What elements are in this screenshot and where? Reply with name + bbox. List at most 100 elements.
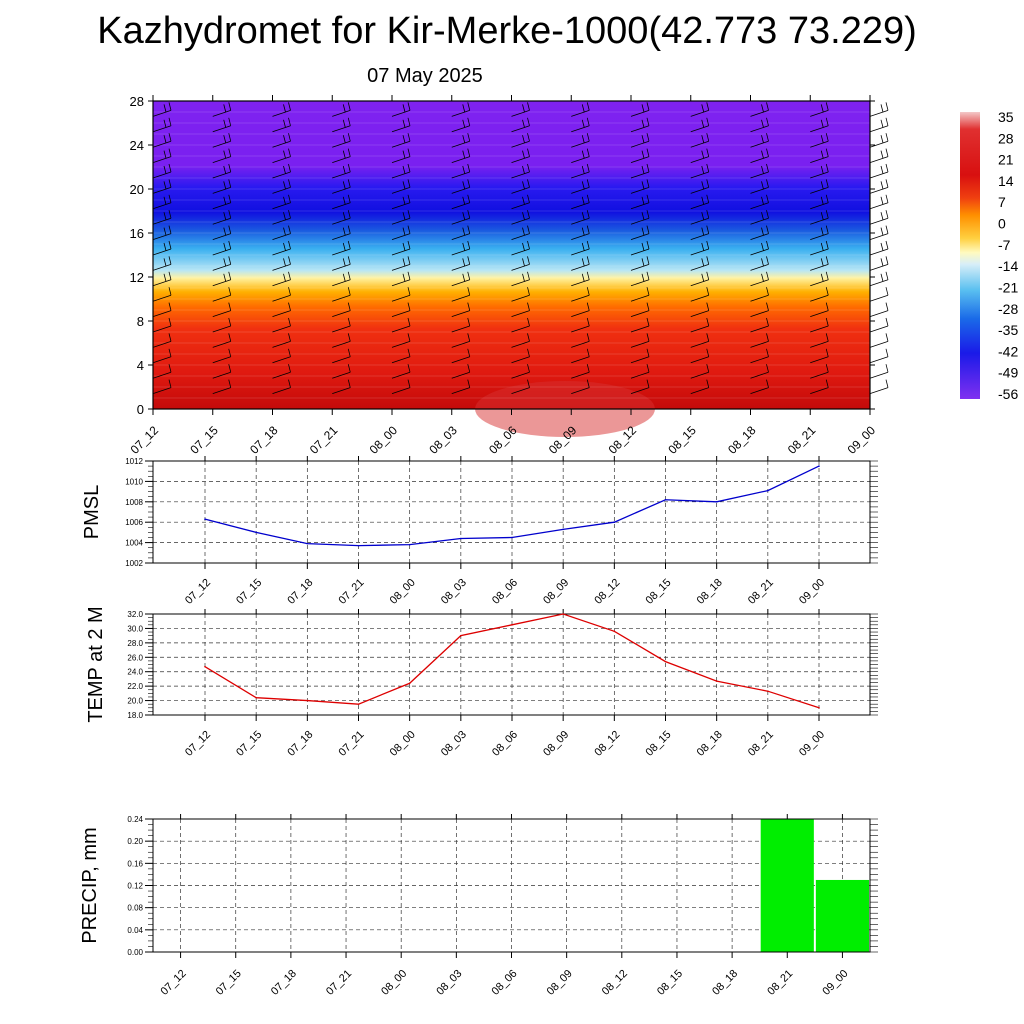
wind-barb [451, 333, 471, 348]
wind-barb [391, 240, 411, 256]
temp-y-tick-label: 22.0 [127, 682, 143, 691]
wind-barb [511, 163, 530, 179]
wind-barb [690, 364, 710, 379]
precip-x-tick-label: 09_00 [820, 968, 850, 998]
temp-point [818, 706, 820, 709]
wind-barb [212, 148, 232, 163]
wind-barb [511, 117, 530, 133]
wind-barb [272, 179, 291, 194]
wind-barb [869, 333, 889, 348]
wind-barb [511, 210, 530, 225]
wind-barb [750, 210, 769, 225]
wind-barb [750, 256, 769, 271]
temp-point [255, 696, 257, 699]
wind-barb [212, 348, 232, 364]
wind-barb [571, 348, 590, 364]
wind-barb [332, 225, 351, 240]
wind-barb [212, 379, 232, 394]
wind-barb [690, 271, 710, 287]
wind-barb [810, 333, 829, 348]
wind-barb [152, 163, 172, 179]
temp-point [664, 660, 667, 663]
pmsl-point [818, 465, 820, 467]
wind-barb [630, 302, 650, 317]
wind-barb [332, 348, 351, 364]
wind-barb [391, 133, 411, 148]
wind-barb [869, 348, 889, 364]
wind-barb [332, 256, 351, 271]
wind-barb [810, 179, 829, 194]
wind-barb [511, 179, 530, 194]
pmsl-point [613, 521, 616, 523]
wind-barb [511, 302, 530, 317]
wind-barb [332, 210, 351, 225]
wind-barb [690, 302, 710, 317]
wind-barb [571, 240, 590, 256]
wind-barb [690, 179, 710, 194]
wind-barb [571, 379, 590, 394]
wind-barb [571, 287, 590, 302]
wind-barb [212, 210, 232, 225]
wind-barb [212, 287, 232, 302]
wind-barb [391, 194, 411, 210]
x-tick-label: 07_21 [307, 423, 341, 457]
pmsl-point [715, 501, 718, 503]
wind-barb [571, 302, 590, 317]
y-tick-label: 16 [130, 226, 144, 241]
colorbar-label: 21 [998, 152, 1014, 168]
wind-barb [212, 179, 232, 194]
wind-barb [212, 317, 232, 333]
wind-barb [571, 133, 590, 148]
pmsl-x-tick-label: 08_09 [541, 577, 571, 607]
x-tick-label: 07_18 [247, 423, 281, 457]
temp-y-axis-label: TEMP at 2 M [85, 606, 107, 722]
wind-barb [630, 163, 650, 179]
wind-barb [690, 148, 710, 163]
wind-barb [571, 148, 590, 163]
wind-barb [212, 117, 232, 133]
temp-point [511, 624, 513, 626]
wind-barb [391, 348, 411, 364]
wind-barb [451, 225, 471, 240]
wind-barb [571, 163, 590, 179]
wind-barb [869, 148, 889, 163]
wind-barb [869, 179, 889, 194]
colorbar-label: 28 [998, 130, 1014, 146]
wind-barb [152, 179, 172, 194]
pmsl-x-tick-label: 08_21 [746, 577, 776, 607]
wind-barb [511, 194, 530, 210]
precip-x-tick-label: 08_18 [710, 968, 740, 998]
wind-barb [451, 148, 471, 163]
wind-barb [272, 317, 291, 333]
wind-barb [750, 117, 769, 133]
wind-barb [869, 194, 889, 210]
wind-barb [391, 179, 411, 194]
wind-barb [272, 348, 291, 364]
x-tick-label: 07_12 [128, 423, 162, 457]
pmsl-y-tick-label: 1008 [125, 498, 143, 507]
temp-x-tick-label: 07_15 [234, 729, 264, 759]
wind-barb [511, 240, 530, 256]
wind-barb [391, 256, 411, 271]
precip-y-tick-label: 0.24 [127, 815, 143, 824]
wind-barb [272, 256, 291, 271]
precip-x-tick-label: 08_15 [655, 968, 685, 998]
wind-barb [332, 179, 351, 194]
temp-point [357, 703, 360, 705]
wind-barb [690, 163, 710, 179]
wind-barb [152, 302, 172, 317]
pmsl-point [306, 542, 309, 545]
wind-barb [451, 256, 471, 271]
wind-barb [212, 163, 232, 179]
wind-barb [451, 348, 471, 364]
wind-barb [810, 133, 829, 148]
wind-barb [332, 117, 351, 133]
wind-barb [630, 379, 650, 394]
wind-barb [810, 163, 829, 179]
temp-y-tick-label: 30.0 [127, 624, 143, 633]
x-tick-label: 08_18 [725, 423, 759, 457]
precip-x-tick-label: 08_12 [600, 968, 630, 998]
pmsl-y-tick-label: 1010 [125, 477, 143, 486]
temp-point [460, 634, 462, 637]
wind-barb [630, 210, 650, 225]
